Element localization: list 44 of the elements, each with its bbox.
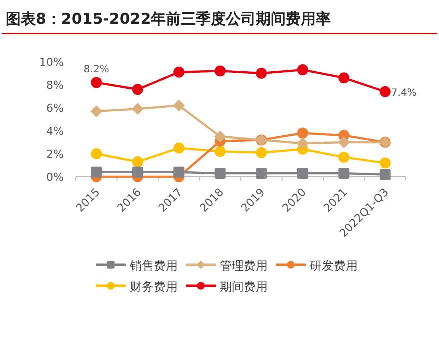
point bbox=[256, 168, 268, 180]
point bbox=[174, 66, 185, 78]
point bbox=[132, 156, 144, 168]
y-tick-label: 6% bbox=[46, 102, 64, 115]
point bbox=[173, 100, 186, 112]
point bbox=[214, 168, 226, 180]
y-tick-label: 10% bbox=[40, 56, 64, 69]
point bbox=[297, 64, 308, 76]
point bbox=[256, 68, 268, 79]
point bbox=[91, 77, 102, 88]
point bbox=[380, 158, 391, 169]
legend-label: 期间费用 bbox=[220, 280, 268, 294]
point bbox=[380, 86, 391, 98]
y-tick-label: 0% bbox=[46, 171, 64, 184]
point bbox=[338, 136, 350, 148]
y-tick-label: 2% bbox=[46, 148, 64, 161]
point bbox=[338, 152, 350, 163]
y-tick-label: 8% bbox=[46, 79, 64, 92]
chart-title: 图表8：2015-2022年前三季度公司期间费用率 bbox=[6, 10, 332, 28]
point bbox=[214, 146, 226, 158]
point bbox=[214, 66, 226, 77]
point bbox=[338, 168, 350, 180]
y-tick-label: 4% bbox=[46, 125, 64, 138]
point bbox=[91, 148, 102, 160]
point bbox=[174, 142, 185, 154]
point bbox=[256, 147, 268, 158]
point bbox=[338, 72, 350, 84]
point bbox=[90, 105, 103, 118]
point bbox=[91, 166, 102, 178]
legend-label: 财务费用 bbox=[130, 280, 178, 294]
data-label: 7.4% bbox=[391, 88, 417, 99]
point bbox=[296, 138, 309, 150]
point bbox=[132, 84, 144, 96]
point bbox=[214, 130, 226, 143]
point bbox=[174, 166, 185, 178]
point bbox=[132, 166, 144, 178]
legend-label: 管理费用 bbox=[220, 259, 268, 273]
data-label: 8.2% bbox=[84, 64, 110, 76]
point bbox=[297, 128, 308, 139]
legend-label: 研发费用 bbox=[310, 259, 358, 273]
point bbox=[297, 168, 308, 180]
point bbox=[380, 169, 391, 180]
legend-label: 销售费用 bbox=[129, 259, 178, 273]
point bbox=[132, 103, 144, 116]
